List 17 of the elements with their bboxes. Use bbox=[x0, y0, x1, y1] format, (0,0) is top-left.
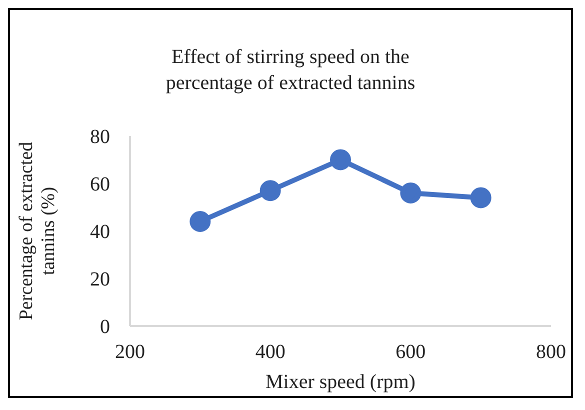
x-tick-label: 400 bbox=[255, 341, 286, 364]
chart-title: Effect of stirring speed on the percentage of extracted tannins bbox=[164, 45, 416, 96]
y-tick-label: 80 bbox=[90, 126, 110, 148]
x-tick-label: 600 bbox=[396, 341, 426, 364]
x-tick-label: 800 bbox=[536, 341, 566, 364]
y-tick-label: 20 bbox=[90, 268, 110, 291]
point bbox=[190, 211, 211, 232]
y-axis-title: Percentage of extracted tannins (%) bbox=[16, 141, 59, 320]
point bbox=[330, 149, 351, 170]
y-tick-label: 0 bbox=[100, 316, 110, 338]
y-tick-label: 60 bbox=[90, 174, 110, 196]
y-tick-label: 40 bbox=[90, 221, 110, 244]
point bbox=[400, 182, 422, 204]
x-axis-title: Mixer speed (rpm) bbox=[266, 371, 416, 393]
x-tick-label: 200 bbox=[115, 341, 145, 364]
point bbox=[260, 180, 281, 202]
point bbox=[470, 187, 492, 208]
